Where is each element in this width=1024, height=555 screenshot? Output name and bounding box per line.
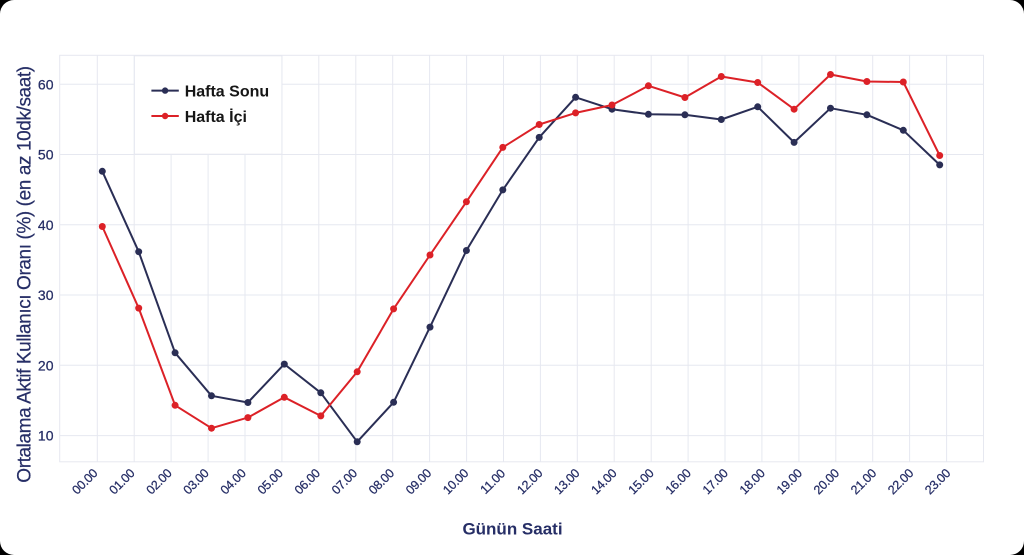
svg-text:08.00: 08.00: [366, 466, 397, 497]
svg-text:23.00: 23.00: [922, 466, 953, 497]
svg-text:06.00: 06.00: [292, 466, 323, 497]
svg-text:40: 40: [38, 217, 54, 233]
svg-text:50: 50: [38, 147, 54, 163]
svg-text:22.00: 22.00: [885, 466, 916, 497]
svg-text:14.00: 14.00: [588, 466, 619, 497]
svg-text:11.00: 11.00: [478, 466, 509, 497]
svg-text:21.00: 21.00: [848, 466, 879, 497]
svg-text:07.00: 07.00: [329, 466, 360, 497]
svg-text:15.00: 15.00: [626, 466, 657, 497]
svg-text:17.00: 17.00: [700, 466, 731, 497]
svg-text:00.00: 00.00: [69, 466, 100, 497]
svg-text:10.00: 10.00: [440, 466, 471, 497]
svg-text:30: 30: [38, 287, 54, 303]
svg-text:12.00: 12.00: [514, 466, 545, 497]
svg-text:02.00: 02.00: [144, 466, 175, 497]
svg-text:18.00: 18.00: [737, 466, 768, 497]
svg-text:03.00: 03.00: [181, 466, 212, 497]
svg-text:Hafta İçi: Hafta İçi: [185, 108, 247, 126]
svg-text:01.00: 01.00: [106, 466, 137, 497]
svg-text:Ortalama Aktif Kullanıcı Oranı: Ortalama Aktif Kullanıcı Oranı (%) (en a…: [15, 66, 36, 482]
svg-text:09.00: 09.00: [403, 466, 434, 497]
svg-text:Hafta Sonu: Hafta Sonu: [185, 83, 269, 100]
svg-text:16.00: 16.00: [663, 466, 694, 497]
svg-text:60: 60: [38, 76, 54, 92]
svg-text:13.00: 13.00: [551, 466, 582, 497]
svg-text:Günün Saati: Günün Saati: [462, 519, 562, 538]
svg-text:04.00: 04.00: [218, 466, 249, 497]
svg-text:20.00: 20.00: [811, 466, 842, 497]
svg-text:20: 20: [38, 357, 54, 373]
svg-text:10: 10: [38, 428, 54, 444]
svg-text:05.00: 05.00: [255, 466, 286, 497]
svg-text:19.00: 19.00: [774, 466, 805, 497]
